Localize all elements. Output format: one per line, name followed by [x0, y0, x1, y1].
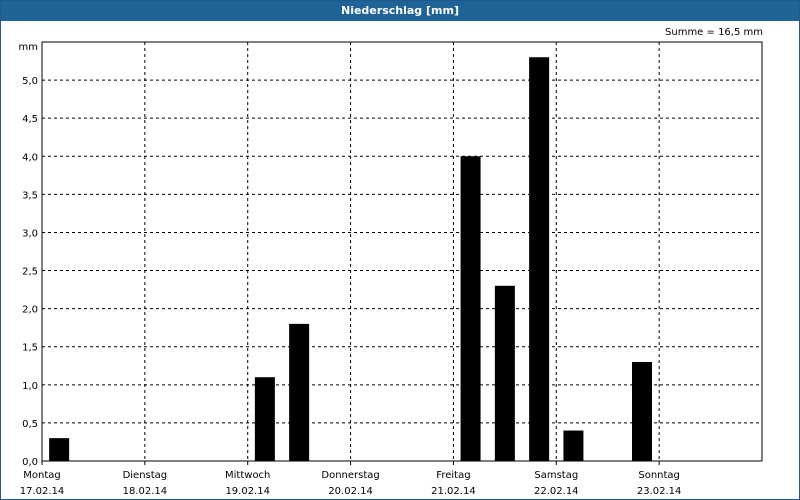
day-date-label: 21.02.14 — [431, 486, 476, 497]
day-date-label: 22.02.14 — [534, 486, 579, 497]
plot-area — [41, 41, 763, 462]
sum-label: Summe = 16,5 mm — [665, 27, 763, 38]
precip-bar — [289, 323, 310, 461]
y-tick-label: 1,0 — [22, 381, 38, 392]
y-tick-label: 3,5 — [22, 190, 38, 201]
precip-bar — [632, 361, 652, 461]
y-tick-label: 1,5 — [22, 343, 38, 354]
day-name-label: Sonntag — [638, 470, 680, 481]
day-name-label: Samstag — [534, 470, 578, 481]
day-name-label: Donnerstag — [321, 470, 379, 481]
precip-bar — [494, 285, 515, 461]
day-date-label: 19.02.14 — [225, 486, 270, 497]
y-axis-unit: mm — [19, 42, 38, 53]
day-name-label: Mittwoch — [225, 470, 270, 481]
y-tick-label: 5,0 — [22, 76, 38, 87]
y-tick-label: 4,0 — [22, 152, 38, 163]
y-tick-label: 0,0 — [22, 457, 38, 468]
day-name-label: Dienstag — [123, 470, 168, 481]
y-tick-label: 2,5 — [22, 267, 38, 278]
precip-bar — [563, 430, 584, 461]
precip-bar — [49, 438, 70, 461]
day-name-label: Freitag — [436, 470, 470, 481]
day-name-label: Montag — [23, 470, 60, 481]
day-date-label: 23.02.14 — [637, 486, 682, 497]
day-date-label: 17.02.14 — [20, 486, 65, 497]
day-date-label: 18.02.14 — [123, 486, 168, 497]
y-tick-label: 0,5 — [22, 419, 38, 430]
precip-bar — [254, 377, 275, 461]
day-date-label: 20.02.14 — [328, 486, 373, 497]
precip-bar — [460, 156, 481, 462]
y-tick-label: 2,0 — [22, 305, 38, 316]
y-tick-label: 3,0 — [22, 228, 38, 239]
precip-bar — [529, 57, 550, 462]
y-tick-label: 4,5 — [22, 114, 38, 125]
chart-title: Niederschlag [mm] — [1, 1, 799, 21]
